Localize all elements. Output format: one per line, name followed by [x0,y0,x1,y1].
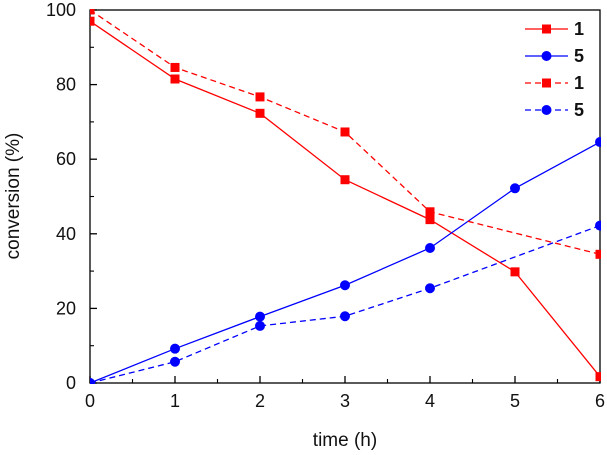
x-axis-title: time (h) [313,430,377,451]
x-tick-label-0: 0 [85,391,95,411]
series-3-point-3 [340,311,350,322]
series-2-point-3 [340,127,350,137]
y-tick-label-4: 80 [56,75,76,95]
series-0-point-3 [340,175,350,185]
series-1-point-5 [510,183,520,194]
series-3-point-4 [425,283,435,294]
legend-label-3: 5 [574,100,584,120]
y-tick-label-0: 0 [66,373,76,393]
series-3-point-0 [90,378,95,384]
series-1-point-6 [595,137,601,148]
legend-label-1: 5 [574,46,584,66]
series-3-dashed-5 [90,220,601,384]
series-1-point-4 [425,242,435,253]
series-0-line [90,20,601,378]
x-tick-label-5: 5 [510,391,520,411]
series-2-point-1 [170,62,180,72]
y-axis-title: conversion (%) [3,133,24,260]
series-3-point-1 [170,356,180,367]
series-group [90,9,601,384]
series-3-point-5 [595,220,601,231]
series-1-point-1 [170,343,180,354]
series-2-point-0 [90,9,95,15]
series-2-point-2 [255,92,265,102]
series-2-point-4 [425,207,435,217]
legend-marker-0 [542,24,551,34]
legend-marker-3 [541,105,552,115]
x-tick-label-2: 2 [255,391,265,411]
series-0-point-0 [90,16,95,26]
x-tick-label-6: 6 [595,391,605,411]
series-2-line [90,9,601,255]
plot-frame [89,9,601,384]
series-1-point-3 [340,280,350,291]
series-1-solid-5 [90,137,601,384]
series-0-point-1 [170,74,180,84]
series-0-point-2 [255,108,265,118]
y-tick-label-1: 20 [56,298,76,318]
legend-marker-1 [541,51,552,61]
y-tick-label-2: 40 [56,224,76,244]
series-0-point-6 [595,372,601,382]
x-tick-label-1: 1 [170,391,180,411]
y-tick-label-5: 100 [46,0,76,20]
y-tick-label-3: 60 [56,149,76,169]
series-3-point-2 [255,320,265,331]
x-tick-label-4: 4 [425,391,435,411]
legend-marker-2 [542,78,551,88]
legend-label-0: 1 [574,19,584,39]
series-0-point-4 [425,215,435,225]
legend-label-2: 1 [574,73,584,93]
series-1-point-2 [255,311,265,322]
series-3-line [90,224,601,384]
series-0-point-5 [510,267,520,277]
series-2-point-5 [595,249,601,259]
x-tick-label-3: 3 [340,391,350,411]
series-0-solid-1 [90,16,601,382]
series-2-dashed-1 [90,9,601,259]
